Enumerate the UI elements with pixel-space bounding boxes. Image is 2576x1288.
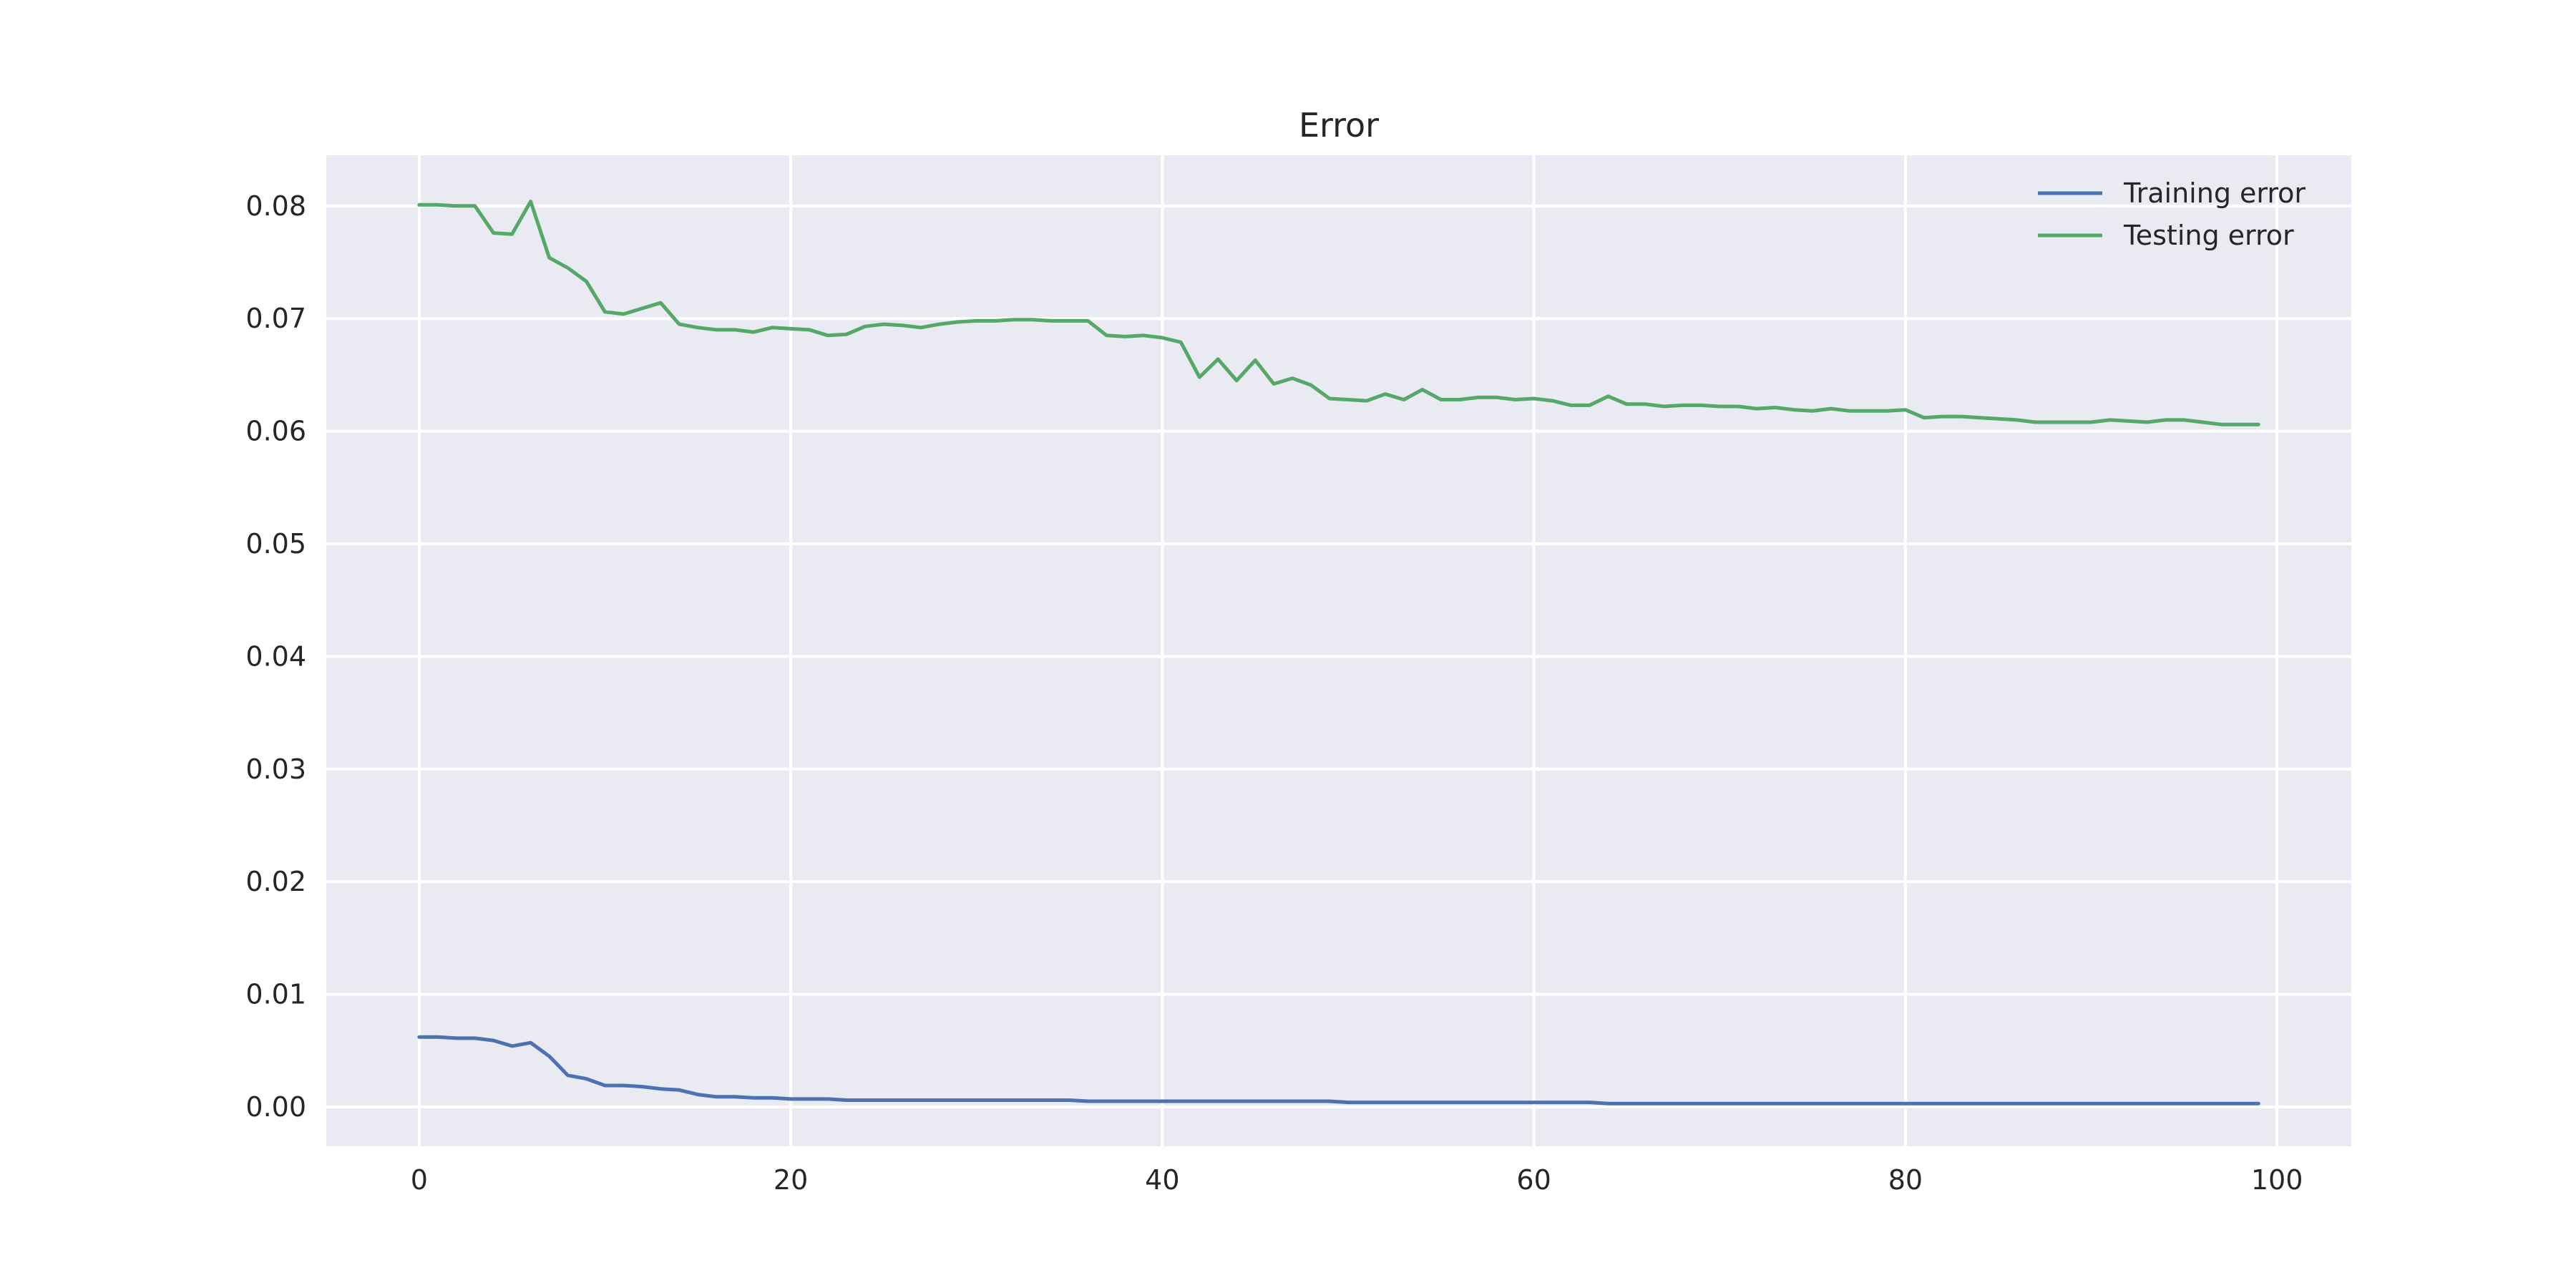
- y-tick-label: 0.02: [245, 866, 306, 897]
- legend-label: Testing error: [2123, 220, 2294, 251]
- plot-area: [326, 155, 2351, 1146]
- legend-label: Training error: [2123, 177, 2306, 209]
- series-line-training-error: [417, 1035, 2260, 1106]
- y-tick-label: 0.04: [245, 640, 306, 672]
- y-tick-label: 0.06: [245, 416, 306, 447]
- legend: Training error Testing error: [2038, 177, 2306, 251]
- y-gridlines: [326, 204, 2351, 1108]
- x-tick-label: 20: [774, 1164, 808, 1196]
- y-tick-label: 0.08: [245, 190, 306, 222]
- x-tick-label: 80: [1888, 1164, 1923, 1196]
- y-tick-label: 0.05: [245, 528, 306, 560]
- x-tick-label: 60: [1516, 1164, 1551, 1196]
- x-tick-labels: 0 20 40 60 80 100: [411, 1164, 2303, 1196]
- chart-title: Error: [1299, 106, 1379, 145]
- x-tick-label: 0: [411, 1164, 428, 1196]
- y-tick-labels: 0.00 0.01 0.02 0.03 0.04 0.05 0.06 0.07 0.08: [245, 190, 306, 1123]
- x-tick-label: 40: [1145, 1164, 1179, 1196]
- x-tick-label: 100: [2251, 1164, 2303, 1196]
- y-tick-label: 0.03: [245, 753, 306, 785]
- series-layer: [417, 200, 2260, 1106]
- y-tick-label: 0.00: [245, 1091, 306, 1123]
- series-line-testing-error: [417, 200, 2260, 426]
- x-gridlines: [417, 155, 2279, 1146]
- y-tick-label: 0.01: [245, 979, 306, 1010]
- y-tick-label: 0.07: [245, 303, 306, 334]
